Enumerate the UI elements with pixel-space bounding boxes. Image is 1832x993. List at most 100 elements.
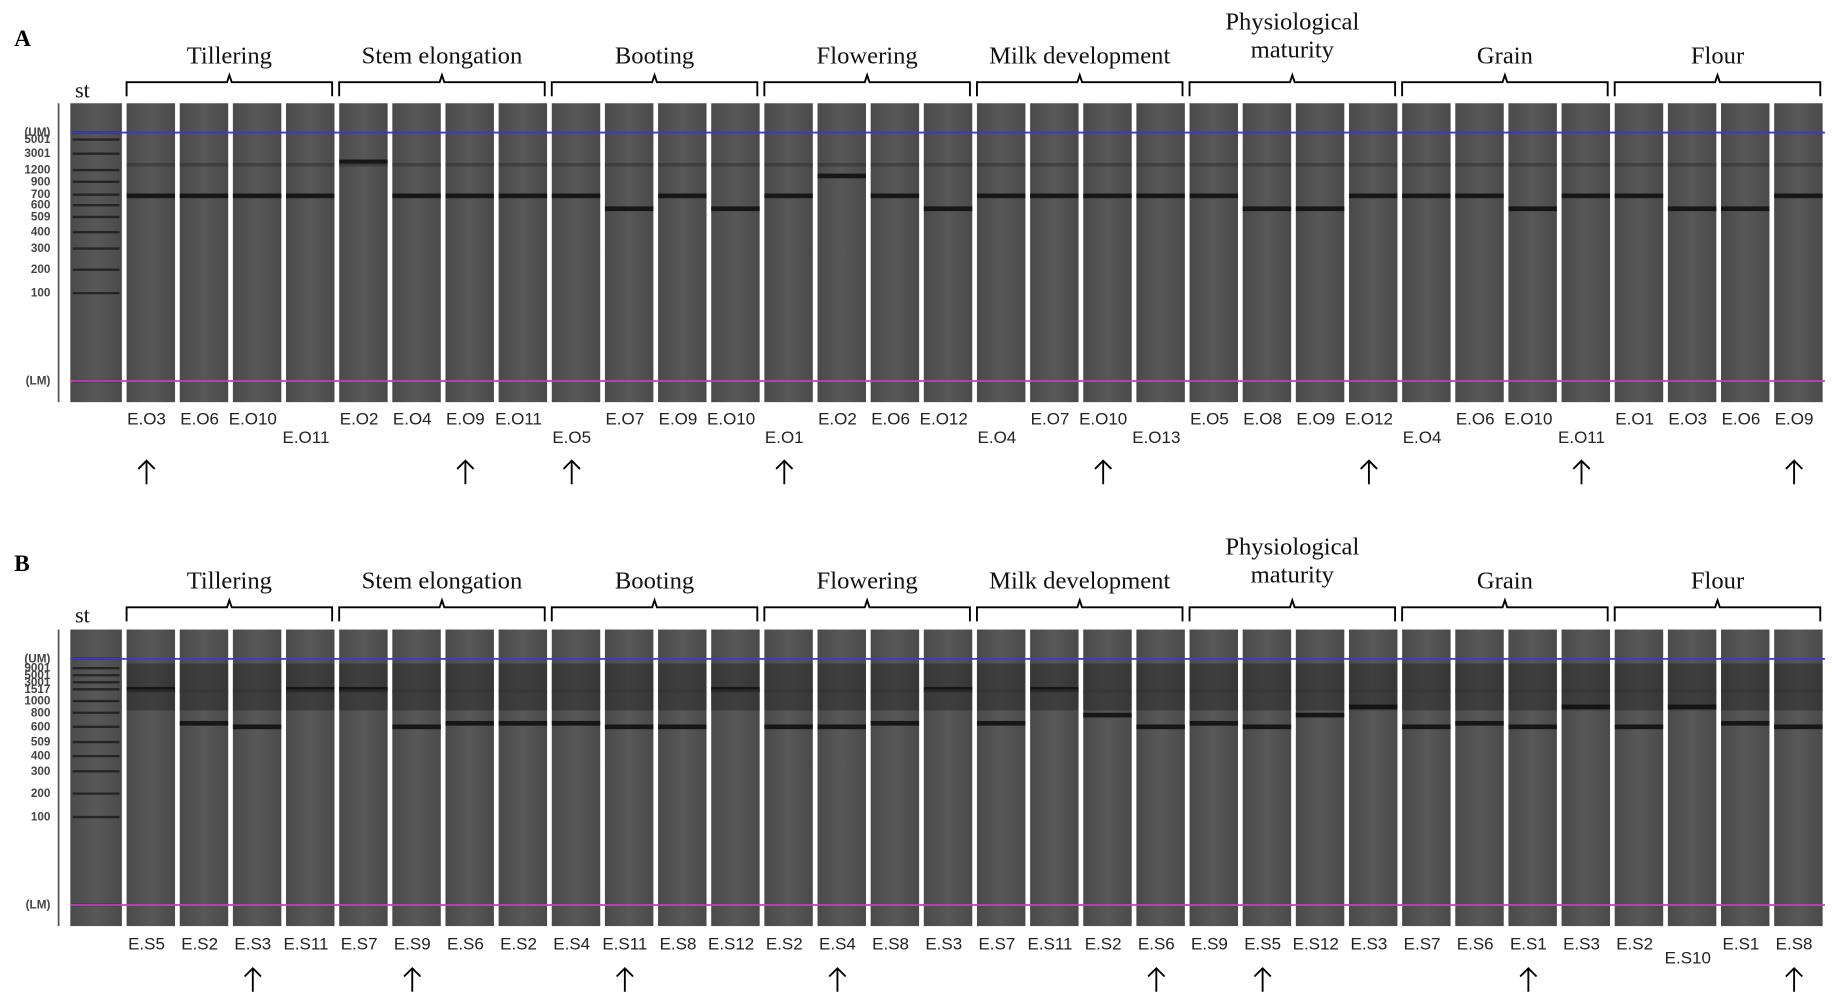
gel-lane [499,103,547,402]
stage-line: Booting [615,568,694,595]
lane-label: E.O9 [446,409,485,428]
gel-lane [233,103,281,402]
gel-lane [1349,103,1397,402]
lane-label: E.O7 [605,409,644,428]
stage-bracket [552,75,758,96]
lane-band [711,206,759,211]
lane-faint-band [1615,689,1663,693]
lane-label: E.O6 [1456,409,1495,428]
panel-label: A [14,26,31,52]
gel-lane [1508,103,1556,402]
lane-faint-band [818,689,866,693]
lane-faint-band [1136,163,1184,167]
gel-lane [1190,103,1238,402]
lane-faint-band [605,689,653,693]
stage-bracket [764,75,970,96]
gel-lane [1243,103,1291,402]
stage-bracket [977,75,1183,96]
smear [818,664,866,711]
smear [658,664,706,711]
lane-label: E.O2 [818,409,857,428]
lane-faint-band [1243,689,1291,693]
lane-label: E.S2 [1085,935,1122,954]
stage-bracket [552,600,758,621]
ladder-lane [70,630,122,927]
gel-lane [1296,103,1344,402]
lane-label: E.S8 [660,935,697,954]
ladder-label: 400 [31,226,51,239]
lane-faint-band [392,163,440,167]
ladder-label: 100 [31,811,51,824]
lane-faint-band [1562,163,1610,167]
lane-band [286,194,334,199]
st-label: st [75,77,91,102]
ladder-label: (LM) [26,375,51,388]
ladder-label: 300 [31,242,51,255]
lane-faint-band [286,689,334,693]
lane-band [1562,705,1610,710]
lane-band [1774,194,1822,199]
gel-lane [445,103,493,402]
lane-faint-band [658,163,706,167]
lane-label: E.S2 [181,935,218,954]
smear [1721,664,1769,711]
lane-band [977,721,1025,726]
lane-label: E.O11 [495,409,542,428]
gel-lane [818,103,866,402]
lane-label: E.O9 [1296,409,1335,428]
arrow [1786,968,1802,991]
lane-band [1615,194,1663,199]
stage-line: Tillering [187,568,272,595]
lane-faint-band [286,163,334,167]
smear [552,664,600,711]
lane-faint-band [499,163,547,167]
lane-label: E.S9 [394,935,431,954]
lane-band [1668,206,1716,211]
smear [1774,664,1822,711]
lane-faint-band [339,163,387,167]
lane-faint-band [977,689,1025,693]
lane-label: E.S2 [500,935,537,954]
lane-band [392,724,440,729]
lane-faint-band [339,689,387,693]
lane-faint-band [233,163,281,167]
arrow [1095,461,1111,484]
smear [764,664,812,711]
lane-label: E.O10 [1079,409,1127,428]
stage-bracket [764,600,970,621]
lane-faint-band [127,689,175,693]
gel-lane [764,103,812,402]
smear [1136,664,1184,711]
lane-band [818,724,866,729]
lane-label: E.O10 [707,409,755,428]
gel-lane [1455,103,1503,402]
lane-band [1136,194,1184,199]
panel-label: B [14,551,30,577]
lane-faint-band [1774,163,1822,167]
lane-band [1508,206,1556,211]
lane-faint-band [1083,163,1131,167]
lane-faint-band [605,163,653,167]
ladder-label: 900 [31,175,51,188]
gel-lane [977,103,1025,402]
stage-bracket [339,75,545,96]
gel-lane [1562,103,1610,402]
lane-label: E.S11 [1028,935,1073,954]
lane-band [445,721,493,726]
lane-faint-band [1455,689,1503,693]
lane-faint-band [977,163,1025,167]
stage-line: Physiological [1225,534,1359,561]
stage-line: Milk development [989,568,1170,595]
arrow [1254,968,1270,991]
lane-band [1190,721,1238,726]
lane-band [1668,705,1716,710]
lane-faint-band [871,689,919,693]
lane-band [1030,194,1078,199]
ladder-label: 600 [31,720,51,733]
lane-band [871,194,919,199]
arrow [829,968,845,991]
lane-faint-band [924,163,972,167]
stage-bracket [339,600,545,621]
smear [445,664,493,711]
